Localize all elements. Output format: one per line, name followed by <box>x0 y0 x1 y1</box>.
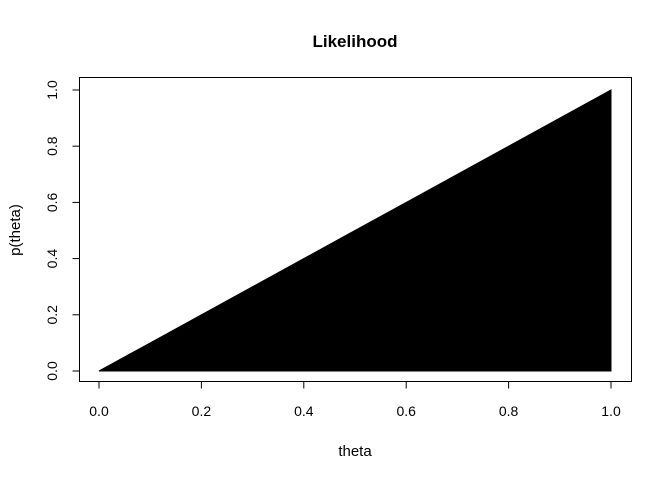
area-layer <box>98 89 612 372</box>
x-axis-label: theta <box>338 443 372 460</box>
y-tick-label: 0.4 <box>44 249 60 269</box>
x-tick-label: 0.8 <box>499 403 519 419</box>
x-tick-label: 1.0 <box>601 403 621 419</box>
y-tick-label: 1.0 <box>44 80 60 100</box>
x-tick-label: 0.4 <box>294 403 314 419</box>
y-tick-label: 0.8 <box>44 136 60 156</box>
x-tick-label: 0.6 <box>396 403 416 419</box>
y-tick-label: 0.6 <box>44 192 60 212</box>
x-tick-label: 0.0 <box>89 403 109 419</box>
likelihood-area <box>98 89 612 372</box>
x-axis: 0.0 0.2 0.4 0.6 0.8 1.0 <box>89 381 621 419</box>
chart-title: Likelihood <box>313 32 398 51</box>
y-axis: 0.0 0.2 0.4 0.6 0.8 1.0 <box>44 80 80 381</box>
y-axis-label: p(theta) <box>7 204 24 256</box>
y-tick-label: 0.0 <box>44 361 60 381</box>
x-tick-label: 0.2 <box>192 403 212 419</box>
y-tick-label: 0.2 <box>44 305 60 325</box>
